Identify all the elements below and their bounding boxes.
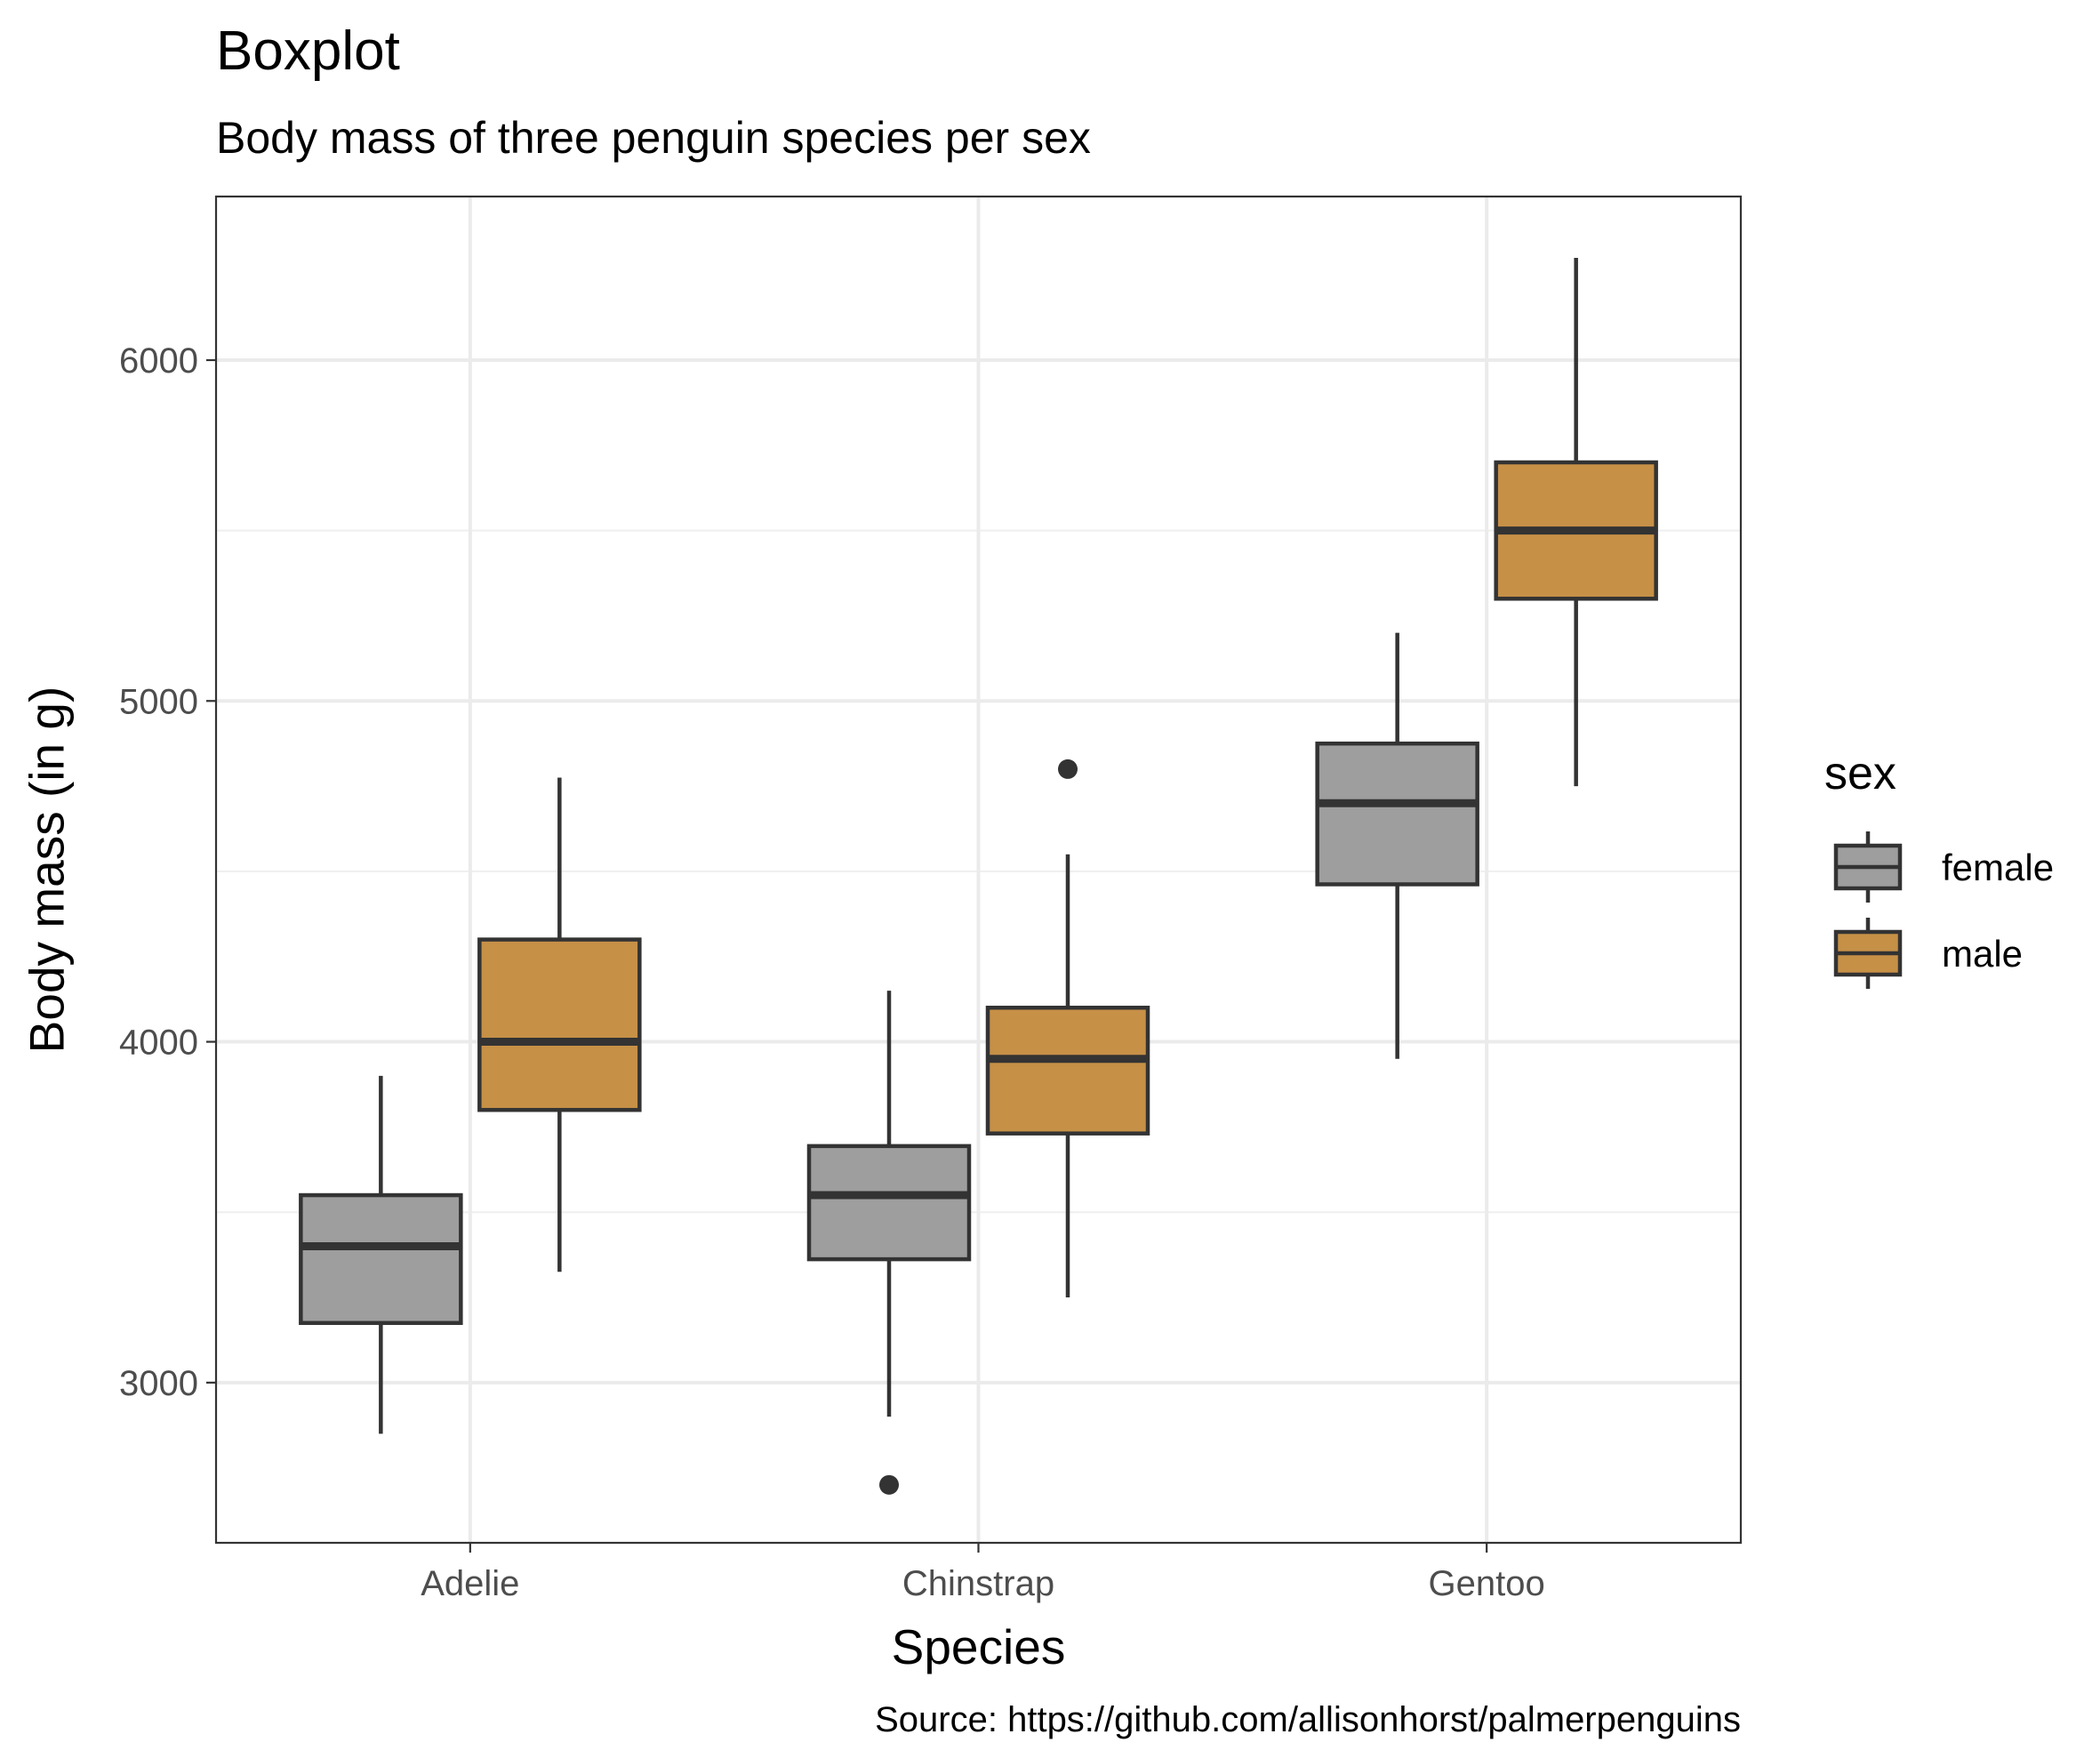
legend: sex female male — [1824, 748, 2054, 989]
boxes — [299, 257, 1658, 1495]
x-axis: Adelie Chinstrap Gentoo — [421, 1543, 1545, 1603]
box-iqr — [806, 1144, 972, 1262]
outlier-point — [1058, 759, 1078, 779]
chart-subtitle: Body mass of three penguin species per s… — [216, 113, 1091, 163]
legend-title: sex — [1824, 748, 1896, 799]
y-tick-label: 4000 — [119, 1024, 198, 1063]
grid-major — [216, 197, 1741, 1543]
box-chinstrap-female — [806, 991, 972, 1495]
box-adelie-male — [477, 777, 642, 1272]
legend-item-male: male — [1833, 918, 2023, 989]
y-axis: 3000 4000 5000 6000 — [119, 341, 216, 1403]
box-iqr — [985, 1005, 1150, 1136]
y-axis-title: Body mass (in g) — [20, 686, 75, 1054]
y-tick-label: 6000 — [119, 341, 198, 381]
box-chinstrap-male — [985, 759, 1150, 1298]
box-iqr — [1315, 741, 1479, 887]
box-iqr — [477, 937, 642, 1112]
legend-item-female: female — [1833, 831, 2054, 903]
x-tick-label: Chinstrap — [902, 1564, 1054, 1603]
y-tick-label: 3000 — [119, 1364, 198, 1403]
x-tick-label: Adelie — [421, 1564, 519, 1603]
outlier-point — [879, 1474, 899, 1495]
box-gentoo-female — [1315, 632, 1479, 1059]
y-tick-label: 5000 — [119, 682, 198, 721]
chart-title: Boxplot — [216, 20, 400, 82]
legend-label: male — [1942, 933, 2023, 975]
box-gentoo-male — [1494, 257, 1658, 787]
box-adelie-female — [299, 1075, 463, 1434]
box-iqr — [299, 1192, 463, 1326]
plot-area — [214, 195, 1743, 1545]
chart-caption: Source: https://github.com/allisonhorst/… — [875, 1700, 1741, 1739]
legend-label: female — [1942, 847, 2054, 888]
x-axis-title: Species — [892, 1619, 1066, 1674]
x-tick-label: Gentoo — [1429, 1564, 1545, 1603]
